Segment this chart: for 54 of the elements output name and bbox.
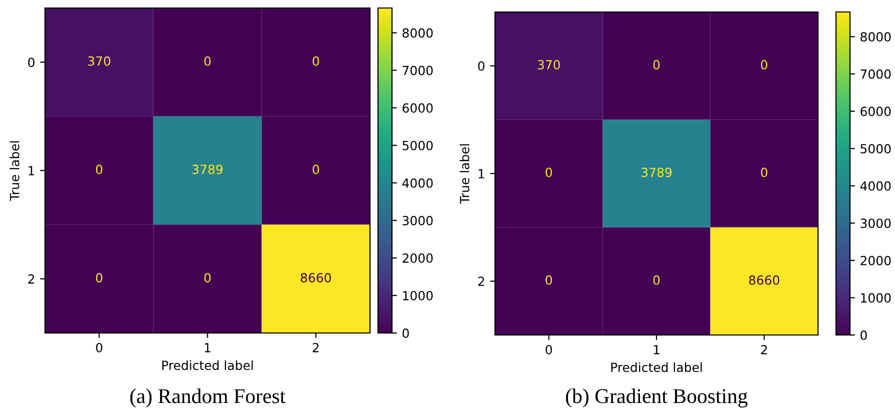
- data-label: 3789: [642, 168, 672, 178]
- y-tick-label: 2: [28, 274, 34, 284]
- color-bar-label: 1000: [861, 293, 891, 303]
- x-axis-title: Predicted label: [162, 360, 253, 370]
- color-bar-label: 7000: [402, 66, 433, 76]
- color-bar-label: 8000: [402, 28, 433, 38]
- text: (b) Gradient Boosting: [566, 388, 748, 408]
- data-label: 0: [546, 168, 552, 178]
- data-label: 0: [312, 164, 319, 174]
- color-bar-label: 0: [402, 328, 409, 338]
- y-tick-label: 2: [478, 276, 484, 286]
- color-bar-label: 4000: [402, 178, 433, 188]
- data-label: 0: [96, 273, 102, 282]
- color-bar-label: 6000: [860, 106, 891, 116]
- x-tick-label: 0: [96, 342, 102, 352]
- data-label: 0: [204, 273, 211, 282]
- y-tick-label: 1: [28, 166, 34, 176]
- color-bar-label: 0: [860, 330, 867, 340]
- y-tick-label: 0: [478, 61, 484, 71]
- y-axis-title: True label: [460, 144, 470, 204]
- color-bar-label: 8000: [860, 32, 891, 42]
- data-label: 0: [653, 60, 660, 70]
- y-tick-label: 0: [28, 58, 34, 68]
- color-bar-label: 2000: [402, 253, 433, 263]
- data-label: 8660: [749, 275, 780, 285]
- color-bar-label: 1000: [403, 290, 433, 300]
- data-label: 0: [761, 60, 768, 70]
- text: (a) Random Forest: [130, 388, 286, 408]
- x-tick-label: 2: [312, 342, 319, 352]
- color-bar-label: 3000: [402, 216, 433, 226]
- x-tick-label: 0: [546, 344, 552, 354]
- data-label: 0: [653, 275, 660, 285]
- x-axis-title: Predicted label: [611, 362, 702, 372]
- data-label: 0: [204, 56, 211, 66]
- color-bar-label: 7000: [860, 69, 891, 79]
- data-label: 370: [538, 60, 560, 70]
- data-label: 0: [761, 168, 768, 178]
- x-tick-label: 1: [204, 343, 210, 352]
- color-bar-label: 3000: [860, 218, 891, 228]
- color-bar-label: 5000: [402, 140, 433, 150]
- data-label: 0: [96, 164, 102, 174]
- y-tick-label: 1: [478, 169, 484, 178]
- data-label: 0: [312, 56, 319, 66]
- color-bar-label: 6000: [402, 103, 433, 113]
- data-label: 0: [546, 275, 552, 285]
- y-axis-title: True label: [10, 141, 20, 201]
- data-label: 8660: [300, 273, 331, 282]
- color-bar-label: 2000: [860, 256, 891, 266]
- data-label: 3789: [192, 164, 223, 174]
- color-bar-label: 4000: [860, 181, 891, 191]
- data-label: 370: [88, 56, 110, 66]
- x-tick-label: 2: [761, 344, 767, 354]
- x-tick-label: 1: [654, 345, 660, 354]
- color-bar-label: 5000: [860, 144, 891, 154]
